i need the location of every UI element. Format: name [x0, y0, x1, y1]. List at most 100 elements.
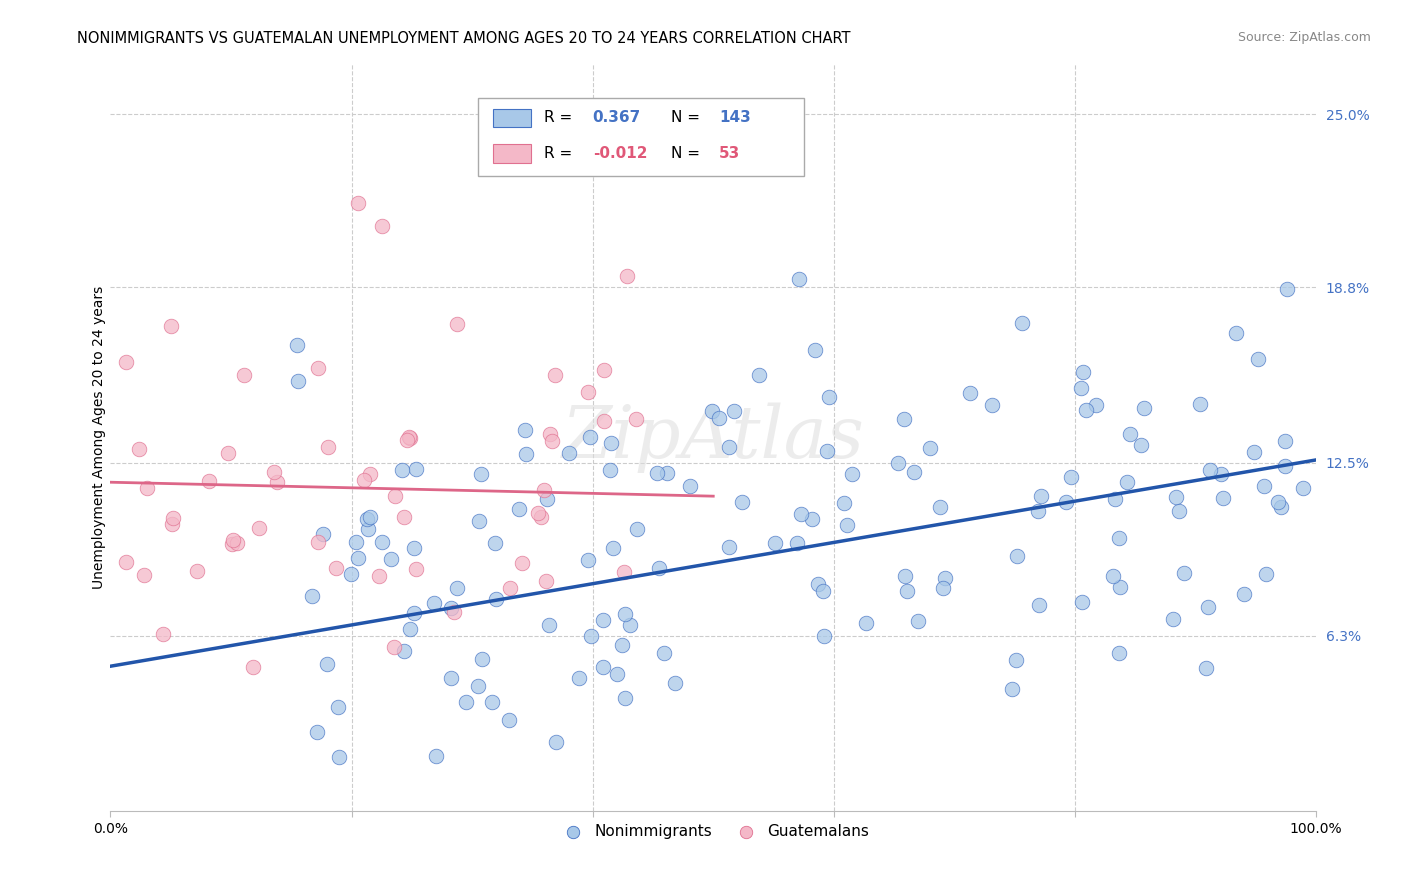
Point: [578, 430, 600, 444]
Point: [538, 427, 561, 442]
Point: [484, 536, 506, 550]
Point: [425, 748, 447, 763]
Point: [1198, 463, 1220, 477]
Point: [287, 374, 309, 388]
Point: [402, 541, 425, 555]
Point: [247, 521, 270, 535]
Point: [266, 475, 288, 489]
Point: [718, 441, 741, 455]
Point: [481, 695, 503, 709]
Point: [1291, 481, 1313, 495]
Point: [748, 368, 770, 382]
Bar: [478, 98, 804, 176]
Point: [1267, 495, 1289, 509]
Point: [446, 317, 468, 331]
Point: [894, 569, 917, 583]
Text: ZipAtlas: ZipAtlas: [562, 402, 865, 473]
Text: NONIMMIGRANTS VS GUATEMALAN UNEMPLOYMENT AMONG AGES 20 TO 24 YEARS CORRELATION C: NONIMMIGRANTS VS GUATEMALAN UNEMPLOYMENT…: [77, 31, 851, 46]
Text: R =: R =: [544, 111, 578, 126]
Point: [592, 613, 614, 627]
Point: [1274, 458, 1296, 473]
Point: [558, 446, 581, 460]
Point: [1274, 434, 1296, 449]
Point: [471, 652, 494, 666]
Point: [217, 446, 239, 460]
Point: [405, 462, 427, 476]
Point: [1108, 531, 1130, 545]
Point: [893, 412, 915, 426]
Point: [470, 467, 492, 481]
Point: [301, 589, 323, 603]
Point: [530, 510, 553, 524]
Point: [815, 444, 838, 458]
Point: [115, 554, 138, 568]
Point: [392, 644, 415, 658]
Point: [485, 592, 508, 607]
Point: [152, 627, 174, 641]
Point: [1246, 351, 1268, 366]
Point: [807, 577, 830, 591]
Text: R =: R =: [544, 146, 578, 161]
Point: [1233, 587, 1256, 601]
Point: [396, 433, 419, 447]
Point: [405, 562, 427, 576]
Point: [1197, 600, 1219, 615]
Point: [803, 343, 825, 358]
Point: [382, 640, 405, 654]
Point: [647, 561, 669, 575]
Point: [359, 467, 381, 482]
Text: -0.012: -0.012: [593, 146, 647, 161]
Point: [398, 430, 420, 444]
Point: [399, 623, 422, 637]
Point: [1102, 569, 1125, 583]
Point: [1211, 467, 1233, 481]
Point: [443, 605, 465, 619]
Point: [896, 583, 918, 598]
Point: [593, 362, 616, 376]
Point: [533, 483, 555, 498]
Bar: [492, 145, 531, 163]
Y-axis label: Unemployment Among Ages 20 to 24 years: Unemployment Among Ages 20 to 24 years: [93, 286, 107, 590]
Point: [263, 466, 285, 480]
Point: [392, 509, 415, 524]
Point: [907, 614, 929, 628]
Point: [934, 571, 956, 585]
Point: [645, 466, 668, 480]
Point: [315, 657, 337, 671]
Point: [763, 535, 786, 549]
Point: [160, 319, 183, 334]
Point: [576, 384, 599, 399]
Point: [540, 434, 562, 448]
Point: [576, 553, 599, 567]
Text: N =: N =: [671, 111, 704, 126]
Point: [536, 492, 558, 507]
Point: [1212, 491, 1234, 505]
Point: [932, 581, 955, 595]
Point: [1116, 475, 1139, 490]
Point: [1070, 595, 1092, 609]
Point: [128, 442, 150, 456]
Point: [678, 478, 700, 492]
Point: [707, 410, 730, 425]
Point: [786, 536, 808, 550]
Point: [1060, 470, 1083, 484]
Point: [498, 713, 520, 727]
Point: [344, 534, 367, 549]
Point: [357, 522, 380, 536]
Text: 0.367: 0.367: [593, 111, 641, 126]
Point: [1129, 438, 1152, 452]
Point: [1275, 282, 1298, 296]
Point: [367, 569, 389, 583]
Point: [1054, 495, 1077, 509]
Point: [1084, 398, 1107, 412]
Point: [1133, 401, 1156, 415]
Point: [221, 536, 243, 550]
Point: [546, 735, 568, 749]
Point: [903, 465, 925, 479]
Point: [1195, 661, 1218, 675]
Point: [285, 337, 308, 351]
Point: [624, 412, 647, 426]
Point: [731, 495, 754, 509]
Point: [619, 618, 641, 632]
Point: [655, 467, 678, 481]
